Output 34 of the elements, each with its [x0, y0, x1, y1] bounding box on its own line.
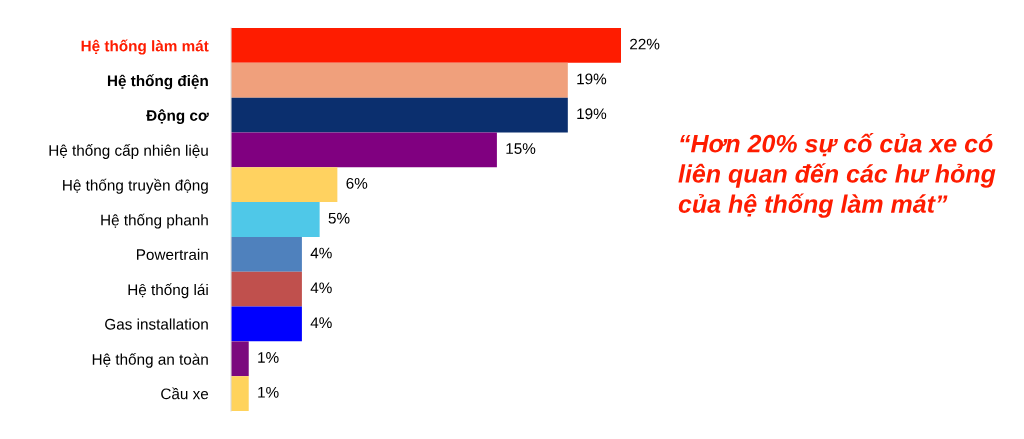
bar [231, 167, 338, 203]
y-tick-label: Hệ thống cấp nhiên liệu [49, 143, 208, 159]
data-label: 4% [310, 247, 332, 259]
y-tick-label: Powertrain [137, 248, 208, 260]
data-label: 4% [310, 282, 332, 294]
y-tick-label: Cầu xe [161, 387, 209, 400]
y-tick-label: Hệ thống lái [128, 283, 208, 299]
y-tick-label: Hệ thống truyền động [63, 178, 208, 194]
bar [231, 236, 302, 272]
bar [231, 97, 568, 133]
data-label: 4% [310, 317, 332, 328]
data-label: 5% [328, 212, 350, 224]
y-tick-label: Hệ thống phanh [101, 213, 208, 229]
data-label: 22% [630, 38, 660, 50]
y-tick-label: Động cơ [146, 109, 209, 124]
bar [231, 306, 302, 342]
bar [231, 28, 621, 63]
bar [231, 341, 249, 377]
bar [231, 271, 302, 307]
y-tick-label: Hệ thống điện [107, 74, 208, 90]
data-label: 19% [577, 108, 607, 120]
text: “Hơn 20% sự cố của xe có liên quan đến các hư hỏng của hệ thống làm mát” [678, 133, 996, 218]
bar [231, 132, 497, 168]
y-tick-label: Hệ thống an toàn [92, 352, 208, 368]
bar [231, 62, 568, 98]
bar [231, 376, 249, 411]
y-tick-label: Hệ thống làm mát [81, 39, 209, 55]
y-tick-label: Gas installation [105, 318, 208, 330]
data-label: 6% [346, 177, 368, 189]
data-label: 1% [258, 386, 279, 398]
data-label: 19% [577, 73, 607, 85]
data-label: 15% [506, 143, 536, 154]
bar [231, 202, 320, 237]
data-label: 1% [258, 352, 279, 363]
